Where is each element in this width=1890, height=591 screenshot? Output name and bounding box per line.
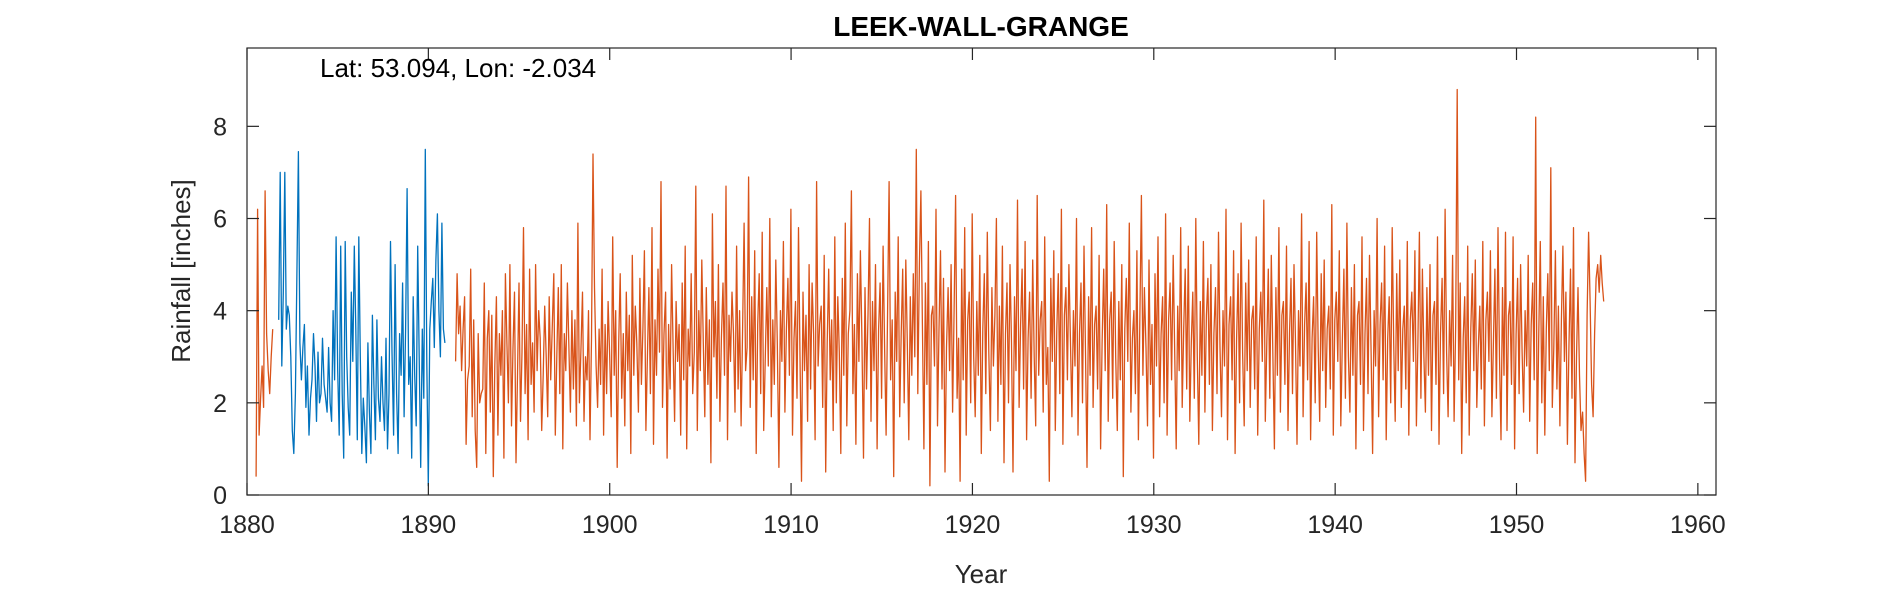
series-line-2 [454,88,1605,487]
x-tick-label: 1960 [1670,511,1726,539]
x-tick-label: 1900 [582,511,638,539]
y-tick-label: 0 [213,482,227,510]
x-tick-label: 1880 [219,511,275,539]
x-axis-ticks: 1880 1890 1900 1910 1920 1930 1940 1950 1960 [219,48,1726,539]
y-axis-ticks: 0 2 4 6 8 [213,113,1716,510]
x-axis-title: Year [955,559,1008,589]
y-tick-label: 4 [213,298,227,326]
location-annotation: Lat: 53.094, Lon: -2.034 [320,53,596,83]
chart-title: LEEK-WALL-GRANGE [833,11,1129,42]
x-tick-label: 1920 [945,511,1001,539]
x-tick-label: 1950 [1489,511,1545,539]
x-tick-label: 1930 [1126,511,1182,539]
y-tick-label: 6 [213,206,227,234]
x-tick-label: 1890 [401,511,457,539]
y-tick-label: 8 [213,113,227,141]
x-tick-label: 1940 [1307,511,1363,539]
series-line-1 [255,190,274,477]
series-line-0 [278,148,446,487]
y-tick-label: 2 [213,390,227,418]
plot-lines [255,88,1605,487]
x-tick-label: 1910 [763,511,819,539]
plot-area-frame [246,47,1717,496]
y-axis-title: Rainfall [inches] [166,179,196,363]
